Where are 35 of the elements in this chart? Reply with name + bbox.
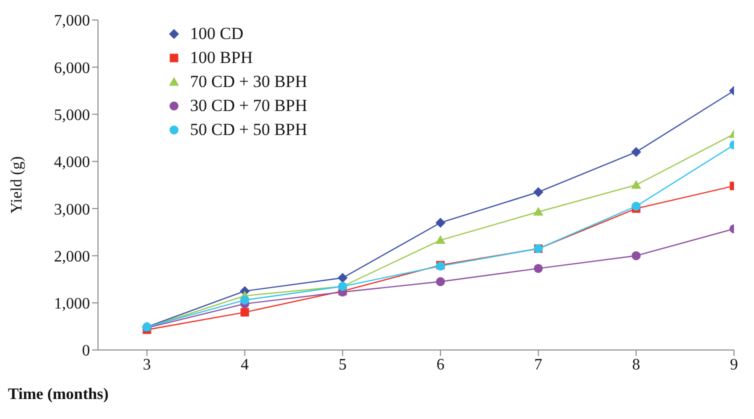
legend-label: 70 CD + 30 BPH xyxy=(190,72,308,92)
x-tick-label: 9 xyxy=(730,356,738,374)
point xyxy=(533,206,544,216)
x-tick-label: 7 xyxy=(534,356,542,374)
point xyxy=(631,147,642,157)
point xyxy=(240,308,250,317)
point xyxy=(632,251,641,260)
y-tick-label: 1,000 xyxy=(54,296,90,313)
point xyxy=(338,272,348,283)
point xyxy=(240,296,250,305)
legend-label: 100 CD xyxy=(190,24,244,44)
x-tick-label: 6 xyxy=(436,356,444,374)
point xyxy=(632,202,641,211)
point xyxy=(435,235,446,244)
legend-label: 100 BPH xyxy=(190,48,253,68)
legend-label: 30 CD + 70 BPH xyxy=(190,96,308,116)
y-tick-label: 5,000 xyxy=(54,106,90,124)
x-tick-label: 5 xyxy=(338,356,347,374)
y-axis-title: Yield (g) xyxy=(8,156,26,214)
x-tick-label: 4 xyxy=(240,356,249,374)
legend-label: 50 CD + 50 BPH xyxy=(190,120,308,140)
point xyxy=(533,187,544,198)
point xyxy=(436,277,445,286)
y-tick-label: 4,000 xyxy=(54,154,90,172)
y-tick-label: 2,000 xyxy=(54,248,90,266)
x-axis-title: Time (months) xyxy=(8,386,109,404)
point xyxy=(435,218,446,228)
y-tick-label: 0 xyxy=(82,342,90,360)
x-tick-label: 3 xyxy=(142,356,151,374)
y-tick-label: 3,000 xyxy=(54,201,90,218)
point xyxy=(631,180,642,189)
y-tick-label: 6,000 xyxy=(54,60,90,77)
y-tick-label: 7,000 xyxy=(54,12,90,30)
x-tick-label: 8 xyxy=(632,356,640,374)
point xyxy=(534,264,543,273)
